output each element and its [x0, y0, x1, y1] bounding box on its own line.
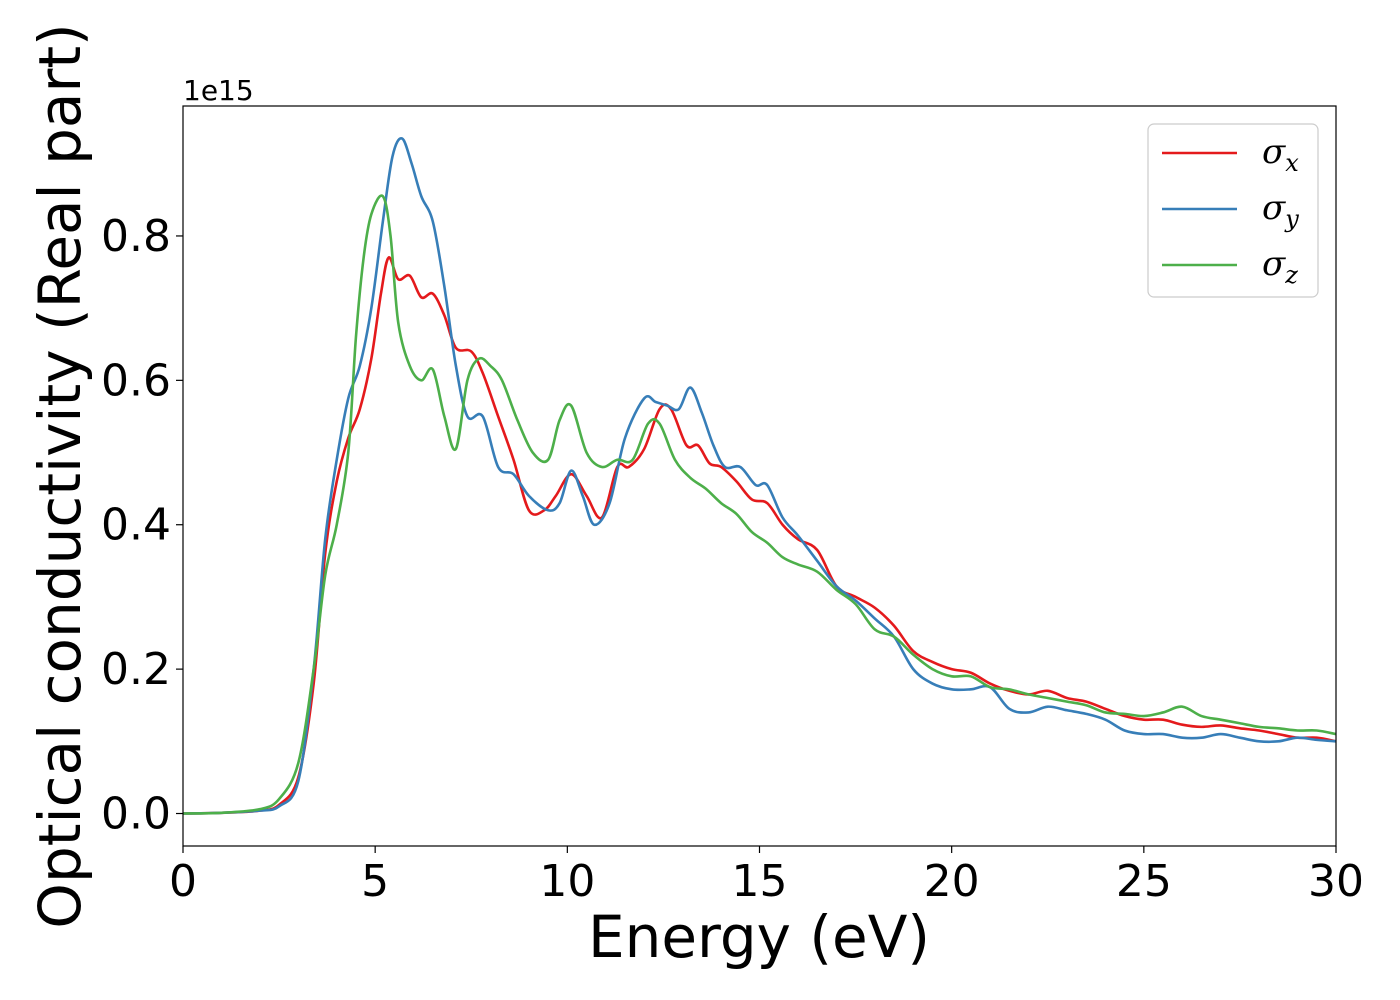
series-line-sigma-y: [183, 137, 1336, 815]
y-axis: 0.0 0.2 0.4 0.6 0.8: [101, 211, 183, 840]
y-offset-label: 1e15: [183, 74, 254, 107]
legend-entries: σx σy σz: [1162, 132, 1299, 289]
x-axis: 0 5 10 15 20 25 30: [169, 846, 1364, 907]
y-axis-title: Optical conductivity (Real part): [26, 23, 94, 928]
y-tick-label: 0.4: [101, 500, 171, 551]
y-tick-label: 0.0: [101, 789, 171, 840]
x-tick-label: 15: [732, 856, 788, 907]
x-tick-label: 0: [169, 856, 197, 907]
y-tick-label: 0.2: [101, 644, 171, 695]
legend-label-sigma-x: σx: [1262, 132, 1299, 177]
y-tick-label: 0.8: [101, 211, 171, 262]
x-tick-label: 10: [539, 856, 595, 907]
x-tick-label: 20: [924, 856, 980, 907]
legend-label-sigma-z: σz: [1262, 244, 1298, 289]
series-layer: [183, 137, 1336, 815]
legend-label-sigma-y: σy: [1262, 188, 1299, 233]
series-line-sigma-x: [183, 256, 1336, 815]
legend: σx σy σz: [1147, 123, 1319, 298]
x-tick-label: 30: [1308, 856, 1364, 907]
x-tick-label: 5: [361, 856, 389, 907]
series-line-sigma-z: [183, 194, 1336, 815]
y-tick-label: 0.6: [101, 355, 171, 406]
x-tick-label: 25: [1116, 856, 1172, 907]
legend-box: [1147, 123, 1319, 298]
x-axis-title: Energy (eV): [588, 903, 930, 971]
